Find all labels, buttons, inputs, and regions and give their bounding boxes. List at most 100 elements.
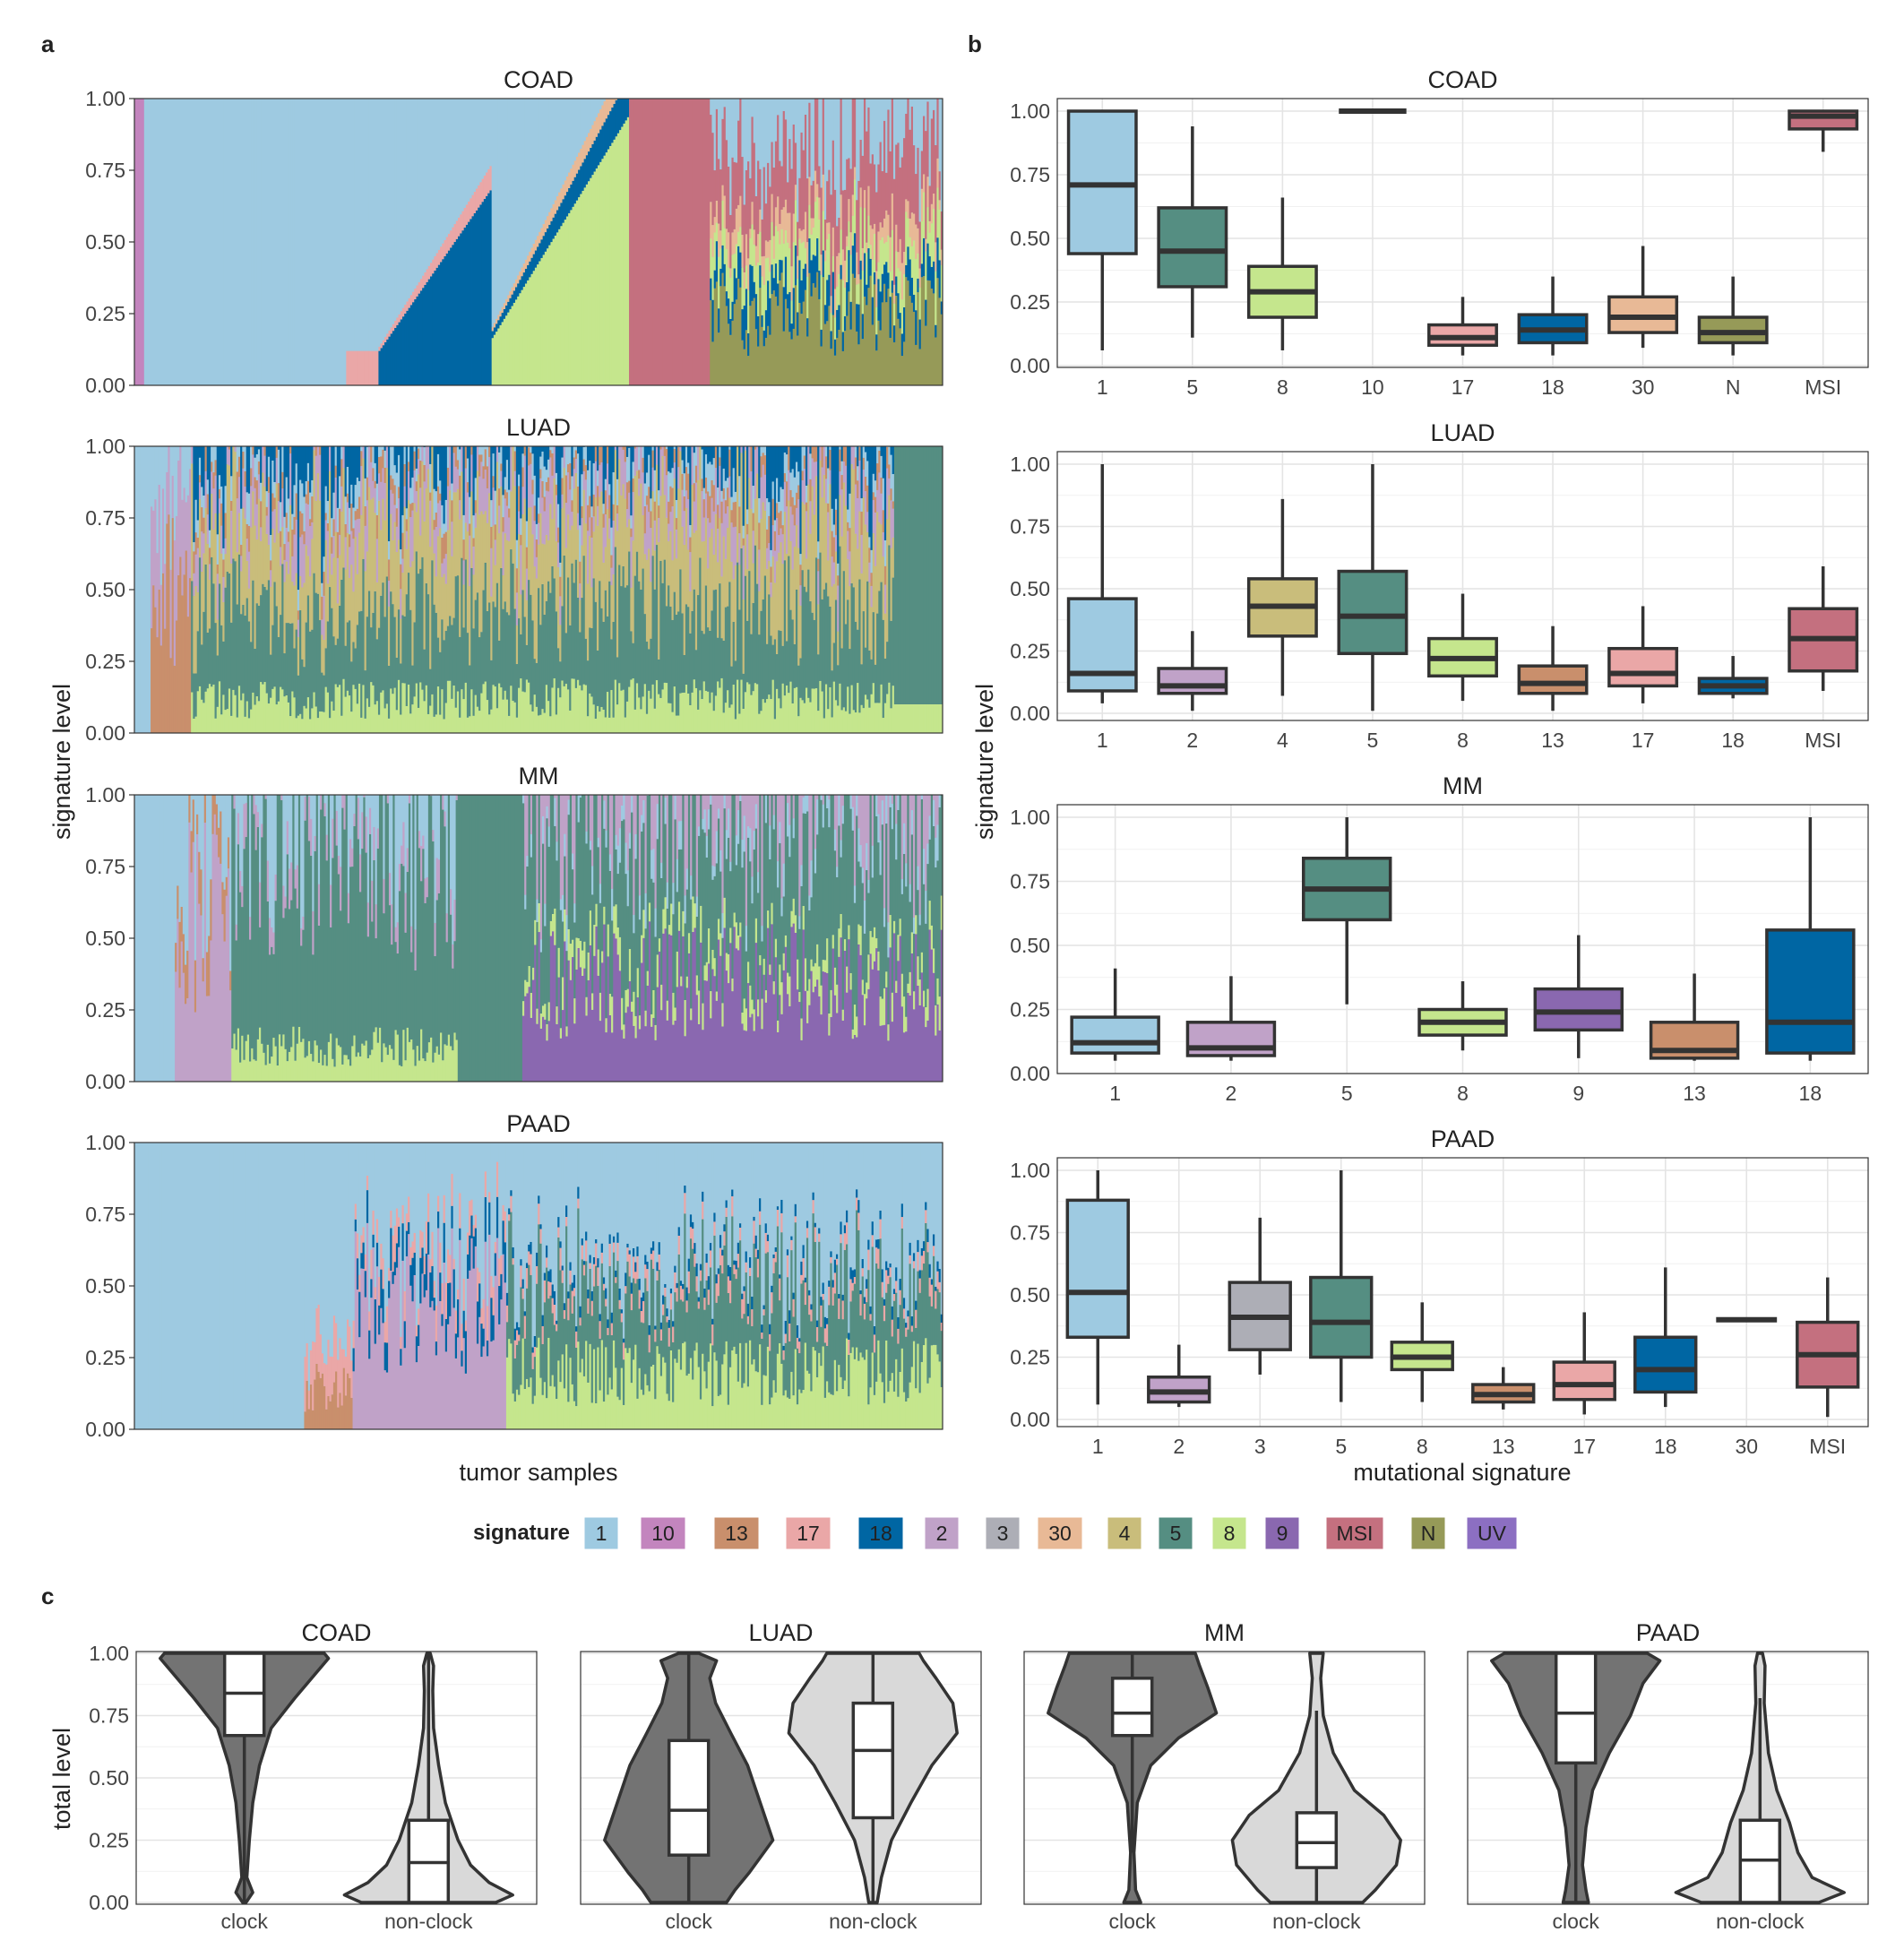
sample-bar-sig-18 [613,103,616,140]
sample-bar-sig-N [900,356,904,385]
sample-bar-sig-2 [737,795,740,811]
sample-bar-sig-8 [779,964,781,996]
sample-bar-sig-1 [241,795,244,886]
sample-bar-sig-MSI [877,164,880,232]
sample-bar-sig-2 [862,470,866,497]
sample-bar-sig-4 [683,544,686,655]
sample-bar-sig-9 [695,995,699,1082]
sample-bar-sig-5 [275,606,279,705]
sample-bar-sig-2 [745,795,748,927]
sample-bar-sig-18 [558,206,561,229]
sample-bar-sig-18 [311,446,314,480]
sample-bar-sig-5 [557,795,561,948]
sample-bar-sig-13 [390,475,392,490]
sample-bar-sig-2 [656,795,659,805]
sample-bar-sig-8 [521,1001,525,1016]
sample-bar-sig-30 [812,218,815,228]
sample-bar-sig-2 [605,795,608,831]
sample-bar-sig-5 [547,846,551,1003]
sample-bar-sig-8 [429,705,432,733]
sample-bar-sig-8 [280,1046,283,1082]
sample-bar-sig-8 [735,244,738,279]
sample-bar-sig-8 [469,716,471,733]
sample-bar-sig-2 [654,795,658,909]
sample-bar-sig-8 [857,924,860,944]
sample-bar-sig-13 [668,501,670,524]
sample-bar-sig-2 [769,795,771,826]
sample-bar-sig-8 [739,227,742,253]
sample-bar-sig-N [769,334,771,385]
sample-bar-sig-2 [608,795,612,855]
sample-bar-sig-18 [895,276,898,296]
sample-bar-sig-N [767,325,770,385]
sample-bar-sig-5 [500,795,504,1082]
sample-bar-sig-2 [300,928,303,946]
sample-bar-sig-8 [806,990,809,1023]
sample-bar-sig-1 [729,99,732,215]
sample-bar-sig-30 [905,199,908,212]
sample-bar-sig-9 [838,956,840,1082]
sample-bar-sig-2 [836,795,839,867]
sample-bar-sig-MSI [710,115,712,203]
sample-bar-sig-8 [589,693,591,733]
sample-bar-sig-5 [603,828,606,907]
sample-bar-sig-N [841,350,845,385]
sample-bar-sig-2 [513,470,517,487]
sample-bar-sig-13 [299,511,302,538]
sample-bar-sig-18 [466,446,470,459]
sample-bar-sig-4 [872,533,875,613]
sample-bar-sig-18 [892,446,895,475]
sample-bar-sig-5 [679,569,682,694]
sample-bar-sig-18 [623,99,626,124]
sample-bar-sig-MSI [745,170,748,235]
sample-bar-sig-2 [653,520,657,551]
sample-bar-sig-2 [870,585,874,608]
sample-bar-sig-5 [440,795,443,1033]
sample-bar-sig-1 [930,99,934,119]
sample-bar-sig-1 [918,99,922,222]
sample-bar-sig-18 [427,279,431,385]
sample-bar-sig-30 [782,207,786,244]
sample-bar-sig-1 [382,446,384,450]
sample-bar-sig-13 [283,544,287,560]
sample-bar-sig-13 [265,506,269,516]
sample-bar-sig-30 [757,234,760,263]
sample-bar-sig-5 [893,446,897,704]
sample-bar-sig-30 [565,176,569,193]
sample-bar-sig-9 [713,976,717,1082]
sample-bar-sig-13 [222,559,225,577]
sample-bar-sig-N [863,296,866,385]
sample-bar-sig-8 [725,248,728,292]
sample-bar-sig-18 [495,323,498,332]
sample-bar-sig-1 [694,446,698,466]
sample-bar-sig-4 [844,505,848,625]
sample-bar-sig-8 [384,1047,388,1082]
sample-bar-sig-8 [548,245,551,385]
sample-bar-sig-2 [622,449,625,485]
sample-bar-sig-18 [849,446,851,494]
sample-bar-sig-1 [178,795,182,922]
sample-bar-sig-MSI [920,151,924,189]
sample-bar-sig-2 [200,915,202,1082]
sample-bar-sig-8 [846,966,849,993]
sample-bar-sig-2 [707,518,710,569]
sample-bar-sig-MSI [897,142,900,253]
sample-bar-sig-4 [354,537,358,649]
sample-bar-sig-5 [791,619,795,703]
sample-bar-sig-4 [429,547,432,669]
sample-bar-sig-4 [240,571,243,615]
sample-bar-sig-13 [778,513,780,536]
sample-bar-sig-8 [801,700,805,733]
sample-bar-sig-5 [450,914,452,1047]
sample-bar-sig-1 [802,797,806,814]
sample-bar-sig-18 [883,446,887,540]
sample-bar-sig-18 [218,446,221,476]
sample-bar-sig-5 [355,795,358,1057]
sample-bar-sig-8 [930,223,934,267]
sample-bar-sig-8 [561,680,564,733]
sample-bar-sig-5 [322,795,324,1065]
sample-bar-sig-2 [732,527,736,580]
sample-bar-sig-5 [397,609,401,680]
sample-bar-sig-1 [860,498,864,512]
sample-bar-sig-18 [519,280,521,294]
